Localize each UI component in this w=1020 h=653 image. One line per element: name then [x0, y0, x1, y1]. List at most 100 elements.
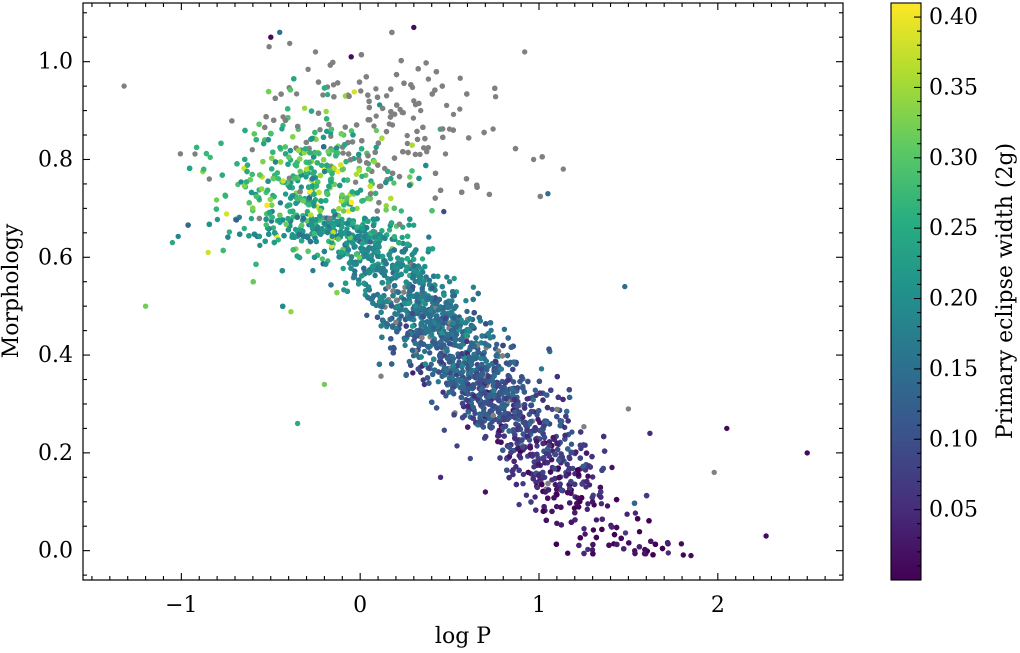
- scatter-point: [517, 412, 523, 418]
- scatter-point: [485, 378, 491, 385]
- scatter-point: [366, 245, 372, 251]
- scatter-point: [419, 289, 426, 295]
- scatter-point: [568, 478, 574, 485]
- scatter-point: [370, 222, 377, 229]
- scatter-point: [373, 144, 379, 150]
- scatter-point: [348, 254, 355, 260]
- scatter-point: [470, 384, 477, 391]
- scatter-point: [345, 151, 352, 157]
- scatter-point: [510, 379, 517, 385]
- scatter-point: [426, 380, 432, 386]
- scatter-point: [435, 379, 441, 385]
- scatter-point: [206, 176, 212, 182]
- scatter-point: [246, 233, 252, 239]
- scatter-point: [271, 239, 277, 246]
- scatter-point: [358, 52, 365, 58]
- scatter-point: [564, 408, 570, 415]
- scatter-point: [589, 547, 596, 553]
- scatter-point: [476, 392, 482, 398]
- scatter-point: [297, 189, 303, 195]
- scatter-point: [439, 283, 445, 290]
- scatter-point: [260, 158, 266, 165]
- scatter-point: [402, 342, 408, 349]
- scatter-point: [527, 445, 533, 451]
- scatter-point: [372, 190, 379, 197]
- scatter-point: [420, 341, 427, 347]
- scatter-point: [373, 86, 379, 92]
- scatter-point: [530, 397, 536, 403]
- scatter-point: [568, 441, 575, 447]
- scatter-point: [320, 157, 327, 163]
- scatter-point: [533, 438, 540, 444]
- scatter-point: [437, 187, 444, 193]
- scatter-point: [323, 197, 329, 204]
- scatter-point: [378, 323, 384, 329]
- scatter-point: [352, 179, 359, 185]
- scatter-point: [308, 165, 314, 171]
- scatter-point: [318, 162, 325, 168]
- scatter-point: [409, 168, 415, 174]
- scatter-point: [435, 323, 441, 329]
- scatter-point: [328, 179, 334, 185]
- scatter-point: [447, 380, 453, 386]
- scatter-point: [331, 94, 337, 100]
- scatter-point: [430, 325, 436, 331]
- scatter-point: [464, 91, 470, 97]
- scatter-point: [328, 282, 334, 288]
- scatter-point: [537, 193, 543, 200]
- scatter-point: [553, 541, 560, 547]
- scatter-point: [394, 329, 400, 335]
- scatter-point: [572, 481, 578, 487]
- scatter-point: [323, 108, 329, 115]
- scatter-point: [405, 332, 411, 338]
- scatter-point: [257, 242, 263, 249]
- scatter-point: [537, 390, 543, 396]
- scatter-point: [521, 405, 528, 411]
- scatter-point: [251, 131, 257, 137]
- scatter-point: [419, 256, 426, 262]
- scatter-point: [549, 508, 555, 515]
- scatter-point: [403, 372, 409, 378]
- scatter-point: [545, 480, 551, 487]
- scatter-point: [298, 238, 305, 244]
- scatter-point: [424, 319, 430, 325]
- scatter-point: [372, 149, 378, 155]
- scatter-point: [512, 435, 518, 442]
- scatter-point: [201, 166, 207, 172]
- scatter-point: [366, 104, 372, 111]
- scatter-point: [283, 221, 289, 227]
- scatter-point: [238, 179, 244, 185]
- scatter-point: [311, 230, 317, 237]
- scatter-point: [350, 132, 356, 138]
- scatter-point: [487, 320, 494, 326]
- scatter-point: [421, 381, 428, 388]
- scatter-point: [665, 550, 671, 556]
- scatter-point: [306, 184, 312, 190]
- scatter-point: [558, 504, 564, 510]
- scatter-point: [213, 206, 220, 212]
- scatter-point: [426, 246, 432, 252]
- scatter-point: [321, 168, 328, 175]
- scatter-point: [440, 389, 446, 395]
- scatter-point: [356, 167, 363, 174]
- scatter-point: [534, 451, 540, 457]
- scatter-point: [414, 136, 421, 143]
- scatter-point: [316, 189, 322, 196]
- scatter-point: [265, 137, 271, 143]
- scatter-point: [354, 233, 361, 240]
- scatter-point: [497, 455, 503, 461]
- scatter-point: [324, 162, 330, 168]
- scatter-point: [354, 190, 360, 196]
- scatter-point: [546, 346, 552, 352]
- scatter-point: [321, 144, 327, 150]
- scatter-point: [512, 145, 519, 152]
- scatter-point: [659, 545, 666, 552]
- scatter-point: [546, 439, 553, 445]
- scatter-point: [590, 474, 596, 480]
- scatter-point: [353, 122, 360, 128]
- scatter-point: [330, 82, 337, 88]
- scatter-point: [206, 221, 212, 227]
- scatter-point: [532, 427, 538, 434]
- scatter-point: [442, 315, 448, 321]
- scatter-point: [350, 220, 356, 226]
